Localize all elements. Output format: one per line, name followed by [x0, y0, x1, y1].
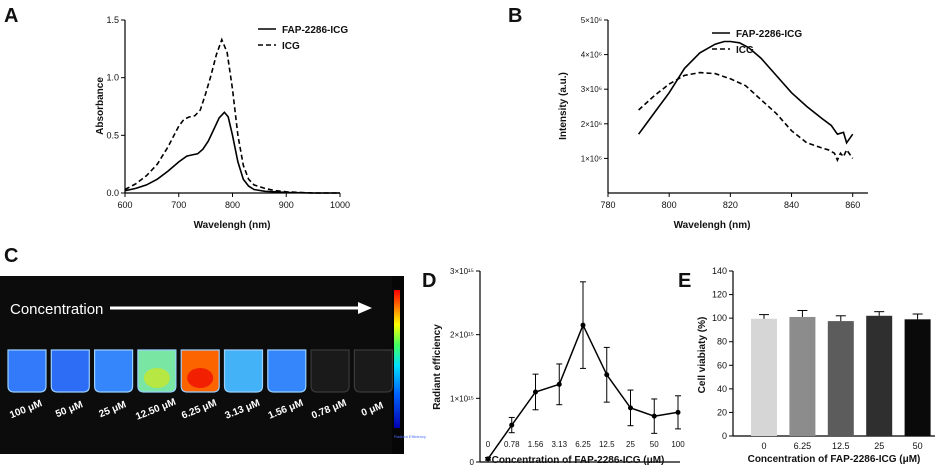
- b-series-fap-2286-icg-line: [637, 40, 854, 145]
- panel-e-cell-viability-chart: Cell viabiaty (%) Concentration of FAP-2…: [697, 266, 935, 465]
- d-x-tick-label: 3.13: [551, 440, 567, 449]
- c-concentration-arrow-head: [358, 302, 372, 314]
- d-x-tick-label: 25: [626, 440, 635, 449]
- e-y-tick-label: 0: [722, 431, 727, 441]
- d-y-tick-label: 3×10¹⁵: [450, 267, 474, 276]
- a-x-label: Wavelengh (nm): [194, 220, 271, 231]
- d-data-point: [651, 413, 657, 419]
- c-colorbar-caption: Radiant Efficiency: [394, 434, 426, 439]
- c-well-7: [267, 349, 307, 393]
- d-data-point: [675, 409, 681, 415]
- d-x-tick-label: 12.5: [599, 440, 615, 449]
- e-bar-6-25: [789, 316, 816, 436]
- d-data-point: [580, 322, 586, 328]
- e-x-tick-label: 6.25: [794, 441, 812, 451]
- b-x-tick-label: 840: [784, 200, 799, 210]
- panel-c-fluorescence-image: Concentration 100 μM 50 μM 25 μM 12.50 μM 6.…: [0, 276, 426, 454]
- panel-label-c: C: [4, 245, 18, 267]
- b-y-tick-label: 3×10⁶: [581, 85, 602, 94]
- d-x-tick-label: 50: [650, 440, 659, 449]
- c-well-1: [7, 349, 47, 393]
- b-x-label: Wavelengh (nm): [674, 220, 751, 231]
- a-legend-fap-2286-icg: FAP-2286-ICG: [282, 25, 348, 36]
- panel-b-fluorescence-chart: Intensity (a.u.) Wavelengh (nm) 780 800 82…: [558, 16, 868, 231]
- c-well-hotspot: [143, 368, 170, 388]
- b-x-tick-label: 820: [723, 200, 738, 210]
- c-colorbar: [394, 290, 400, 428]
- d-x-tick-label: 6.25: [575, 440, 591, 449]
- e-x-tick-label: 25: [874, 441, 884, 451]
- c-well-6: [223, 349, 264, 393]
- d-y-label: Radiant efficiency: [432, 324, 443, 410]
- c-well-8: [310, 349, 350, 393]
- a-x-tick-label: 700: [171, 200, 186, 210]
- b-x-tick-label: 860: [845, 200, 860, 210]
- c-concentration-label: Concentration: [10, 301, 103, 318]
- c-well-hotspot: [187, 368, 214, 388]
- b-x-tick-label: 800: [662, 200, 677, 210]
- a-x-tick-label: 1000: [330, 200, 350, 210]
- a-legend-icg: ICG: [282, 41, 300, 52]
- d-y-tick-label: 2×10¹⁵: [450, 331, 474, 340]
- d-x-tick-label: 0: [486, 440, 491, 449]
- a-x-tick-label: 900: [279, 200, 294, 210]
- b-y-tick-label: 4×10⁶: [581, 51, 602, 60]
- a-x-tick-label: 600: [117, 200, 132, 210]
- c-well-2: [50, 349, 90, 393]
- b-x-tick-label: 780: [600, 200, 615, 210]
- d-data-point: [604, 372, 610, 378]
- e-y-label: Cell viabiaty (%): [697, 317, 708, 394]
- d-data-point: [628, 405, 633, 411]
- b-y-label: Intensity (a.u.): [558, 72, 569, 140]
- d-y-tick-label: 1×10¹⁵: [450, 394, 474, 403]
- d-data-point: [556, 381, 562, 387]
- panel-label-b: B: [508, 5, 522, 27]
- a-y-label: Absorbance: [95, 77, 106, 135]
- panel-label-a: A: [4, 5, 18, 27]
- d-data-point: [509, 422, 515, 428]
- e-x-label: Concentration of FAP-2286-ICG (μM): [748, 454, 921, 465]
- panel-label-d: D: [422, 270, 436, 292]
- e-y-tick-label: 60: [717, 360, 727, 370]
- a-y-tick-label: 1.0: [106, 73, 119, 83]
- b-legend-icg: ICG: [736, 45, 754, 56]
- e-y-tick-label: 80: [717, 337, 727, 347]
- a-y-tick-label: 1.5: [106, 15, 119, 25]
- e-x-tick-label: 50: [913, 441, 923, 451]
- e-y-tick-label: 20: [717, 407, 727, 417]
- e-y-tick-label: 100: [712, 313, 727, 323]
- e-x-tick-label: 0: [761, 441, 766, 451]
- d-x-tick-label: 1.56: [528, 440, 544, 449]
- b-y-tick-label: 5×10⁶: [581, 16, 602, 25]
- e-y-tick-label: 120: [712, 290, 727, 300]
- a-series-fap-2286-icg-line: [124, 111, 340, 194]
- d-data-point: [485, 456, 491, 462]
- panel-d-radiant-efficiency-chart: Radiant efficiency Concentration of FAP-…: [432, 267, 685, 467]
- panel-label-e: E: [678, 270, 691, 292]
- d-y-tick-label: 0: [470, 458, 475, 467]
- e-y-tick-label: 140: [712, 266, 727, 276]
- b-legend-fap-2286-icg: FAP-2286-ICG: [736, 29, 802, 40]
- a-series-icg-line: [124, 37, 340, 194]
- b-y-tick-label: 1×10⁶: [581, 154, 602, 163]
- d-x-tick-label: 0.78: [504, 440, 520, 449]
- e-bar-25: [866, 315, 893, 436]
- c-well-9: [353, 349, 393, 393]
- e-bar-0: [751, 318, 777, 436]
- e-x-tick-label: 12.5: [832, 441, 850, 451]
- a-y-tick-label: 0.0: [106, 188, 119, 198]
- e-bar-50: [904, 319, 931, 436]
- e-y-tick-label: 40: [717, 384, 727, 394]
- c-well-3: [94, 349, 134, 393]
- a-x-tick-label: 800: [225, 200, 240, 210]
- d-data-point: [533, 389, 538, 395]
- b-series-icg-line: [638, 71, 854, 163]
- e-bar-12-5: [827, 321, 854, 436]
- d-x-label: Concentration of FAP-2286-ICG (μM): [492, 455, 665, 466]
- d-x-tick-label: 100: [671, 440, 685, 449]
- b-y-tick-label: 2×10⁶: [581, 120, 602, 129]
- a-y-tick-label: 0.5: [106, 130, 119, 140]
- panel-a-absorbance-chart: Absorbance Wavelengh (nm) 600 700 800 900 10…: [95, 15, 350, 231]
